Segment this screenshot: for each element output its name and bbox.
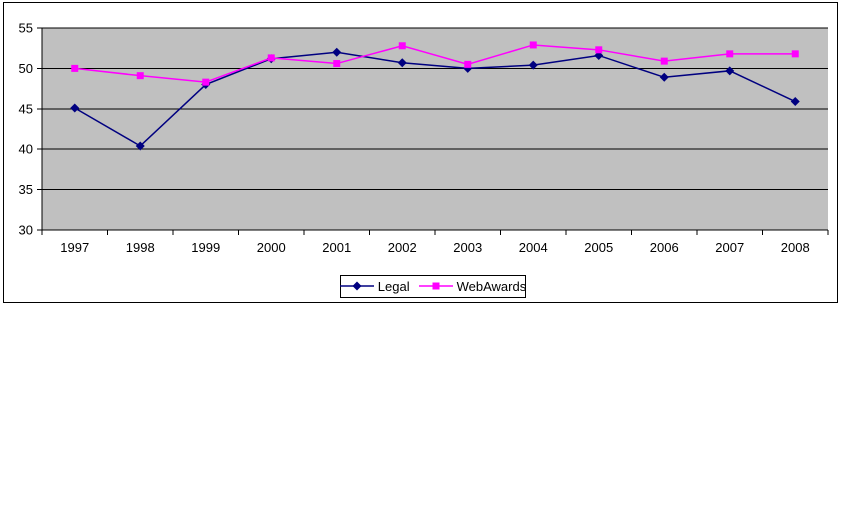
x-axis-label: 1998: [126, 240, 155, 255]
y-axis-label: 45: [19, 101, 33, 116]
x-axis-label: 1999: [191, 240, 220, 255]
plot-area: [42, 28, 828, 230]
x-axis-label: 2000: [257, 240, 286, 255]
x-axis-label: 2008: [781, 240, 810, 255]
x-axis-label: 2003: [453, 240, 482, 255]
y-axis-label: 35: [19, 182, 33, 197]
legend-label-webawards: WebAwards: [456, 279, 527, 294]
data-point-marker: [660, 57, 668, 65]
data-point-marker: [790, 97, 800, 107]
x-axis-label: 2002: [388, 240, 417, 255]
data-point-marker: [397, 58, 407, 68]
legend-line-square-icon: [418, 279, 453, 294]
x-axis-label: 1997: [60, 240, 89, 255]
data-point-marker: [202, 78, 210, 86]
x-axis-label: 2001: [322, 240, 351, 255]
x-axis-label: 2006: [650, 240, 679, 255]
chart-svg: 30 35 40 45 50 55 1997 1998 1999 2000 2001 2002 2003…: [19, 21, 829, 255]
x-axis-label: 2007: [715, 240, 744, 255]
data-point-marker: [464, 60, 472, 68]
data-point-marker: [528, 60, 538, 70]
data-point-marker: [529, 41, 537, 49]
data-point-marker: [791, 50, 799, 58]
data-point-marker: [595, 46, 603, 54]
data-point-marker: [333, 60, 341, 68]
legend-item-legal: Legal: [339, 279, 410, 294]
data-point-marker: [398, 42, 406, 50]
data-point-marker: [135, 141, 145, 151]
legend-marker: [352, 281, 362, 291]
data-point-marker: [332, 47, 342, 57]
data-point-marker: [267, 54, 275, 62]
data-point-marker: [71, 64, 79, 72]
chart-legend: Legal WebAwards: [339, 275, 527, 298]
data-point-marker: [70, 103, 80, 113]
legend-line-diamond-icon: [339, 279, 374, 294]
y-axis-label: 50: [19, 61, 33, 76]
data-point-marker: [136, 72, 144, 80]
y-axis-label: 40: [19, 142, 33, 157]
series-webawards: [71, 41, 799, 86]
y-axis-label: 30: [19, 223, 33, 238]
plot-region: 30 35 40 45 50 55 1997 1998 1999 2000 2001 2002 2003…: [4, 3, 837, 307]
legend-item-webawards: WebAwards: [418, 279, 527, 294]
x-axis-label: 2004: [519, 240, 548, 255]
series-line-legal: [74, 51, 796, 147]
series-line-webawards: [74, 44, 796, 83]
legend-marker: [432, 282, 440, 290]
data-point-marker: [726, 50, 734, 58]
data-point-marker: [725, 66, 735, 76]
legend-label-legal: Legal: [377, 279, 410, 294]
chart[interactable]: 30 35 40 45 50 55 1997 1998 1999 2000 2001 2002 2003…: [3, 2, 838, 303]
y-axis-label: 55: [19, 21, 33, 36]
data-point-marker: [659, 72, 669, 82]
x-axis-label: 2005: [584, 240, 613, 255]
